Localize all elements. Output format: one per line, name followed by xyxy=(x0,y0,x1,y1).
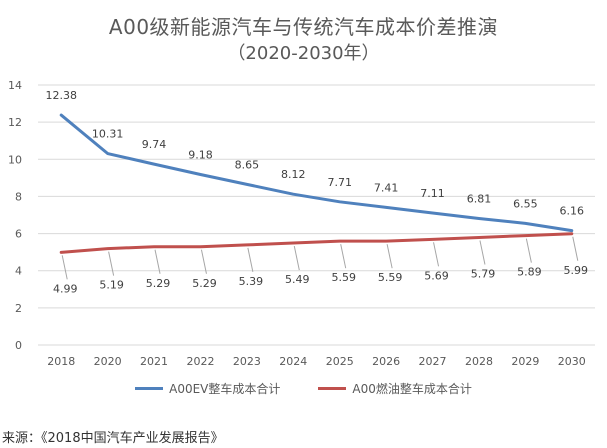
y-tick-label: 12 xyxy=(8,116,22,129)
data-label-ev: 6.55 xyxy=(513,197,538,210)
leader-line-oil xyxy=(247,247,254,273)
data-label-oil: 5.69 xyxy=(424,269,449,282)
data-label-oil: 4.99 xyxy=(53,282,78,295)
data-label-oil: 5.39 xyxy=(239,275,264,288)
data-label-ev: 7.41 xyxy=(374,181,399,194)
leader-line-oil xyxy=(340,244,347,269)
x-tick-label: 2028 xyxy=(465,355,493,368)
leader-line-oil xyxy=(572,236,579,261)
x-tick-label: 2026 xyxy=(372,355,400,368)
y-tick-label: 8 xyxy=(15,190,22,203)
y-tick-label: 6 xyxy=(15,228,22,241)
x-tick-label: 2024 xyxy=(279,355,307,368)
data-label-ev: 6.16 xyxy=(560,205,585,218)
data-label-ev: 10.31 xyxy=(92,128,124,141)
legend: A00EV整车成本合计 A00燃油整车成本合计 xyxy=(0,380,607,397)
data-label-oil: 5.29 xyxy=(146,277,171,290)
x-tick-label: 2029 xyxy=(511,355,539,368)
legend-swatch-ev xyxy=(135,387,164,390)
leader-line-oil xyxy=(200,249,207,274)
data-label-oil: 5.89 xyxy=(517,266,542,279)
series-line-oil xyxy=(59,232,574,254)
legend-label-ev: A00EV整车成本合计 xyxy=(169,382,281,396)
x-tick-label: 2025 xyxy=(326,355,354,368)
y-tick-label: 14 xyxy=(8,79,22,92)
data-label-oil: 5.19 xyxy=(99,279,124,292)
data-label-oil: 5.29 xyxy=(192,277,217,290)
x-tick-label: 2020 xyxy=(94,355,122,368)
leader-line-oil xyxy=(479,240,486,265)
chart-subtitle: （2020-2030年） xyxy=(227,43,380,64)
x-tick-label: 2030 xyxy=(558,355,586,368)
y-tick-label: 4 xyxy=(15,265,22,278)
data-label-ev: 12.38 xyxy=(45,89,77,102)
data-label-ev: 8.65 xyxy=(235,158,260,171)
leader-line-oil xyxy=(433,242,440,267)
legend-item-oil: A00燃油整车成本合计 xyxy=(318,380,472,397)
data-label-ev: 8.12 xyxy=(281,168,306,181)
y-tick-label: 10 xyxy=(8,153,22,166)
data-label-ev: 9.18 xyxy=(188,149,213,162)
data-label-ev: 7.11 xyxy=(420,187,445,200)
series-line-ev xyxy=(59,113,574,233)
data-label-ev: 6.81 xyxy=(467,193,492,206)
x-tick-label: 2022 xyxy=(186,355,214,368)
y-tick-label: 2 xyxy=(15,302,22,315)
legend-item-ev: A00EV整车成本合计 xyxy=(135,380,280,397)
data-label-oil: 5.59 xyxy=(331,271,356,284)
data-label-oil: 5.79 xyxy=(471,267,496,280)
data-label-oil: 5.49 xyxy=(285,273,310,286)
chart-title: A00级新能源汽车与传统汽车成本价差推演 xyxy=(108,15,499,39)
y-tick-label: 0 xyxy=(15,339,22,352)
x-tick-label: 2021 xyxy=(140,355,168,368)
leader-line-oil xyxy=(154,249,161,274)
legend-swatch-oil xyxy=(318,387,347,390)
data-label-oil: 5.59 xyxy=(378,271,403,284)
legend-label-oil: A00燃油整车成本合计 xyxy=(352,382,472,396)
leader-line-oil xyxy=(293,245,300,271)
x-tick-label: 2018 xyxy=(47,355,75,368)
leader-line-oil xyxy=(108,251,115,276)
data-label-ev: 7.71 xyxy=(327,176,352,189)
data-label-ev: 9.74 xyxy=(142,138,167,151)
source-note: 来源：《2018中国汽车产业发展报告》 xyxy=(2,431,224,446)
leader-line-oil xyxy=(386,244,393,269)
x-tick-label: 2027 xyxy=(419,355,447,368)
data-label-oil: 5.99 xyxy=(564,264,589,277)
leader-line-oil xyxy=(525,238,532,263)
x-tick-label: 2023 xyxy=(233,355,261,368)
leader-line-oil xyxy=(61,255,68,280)
